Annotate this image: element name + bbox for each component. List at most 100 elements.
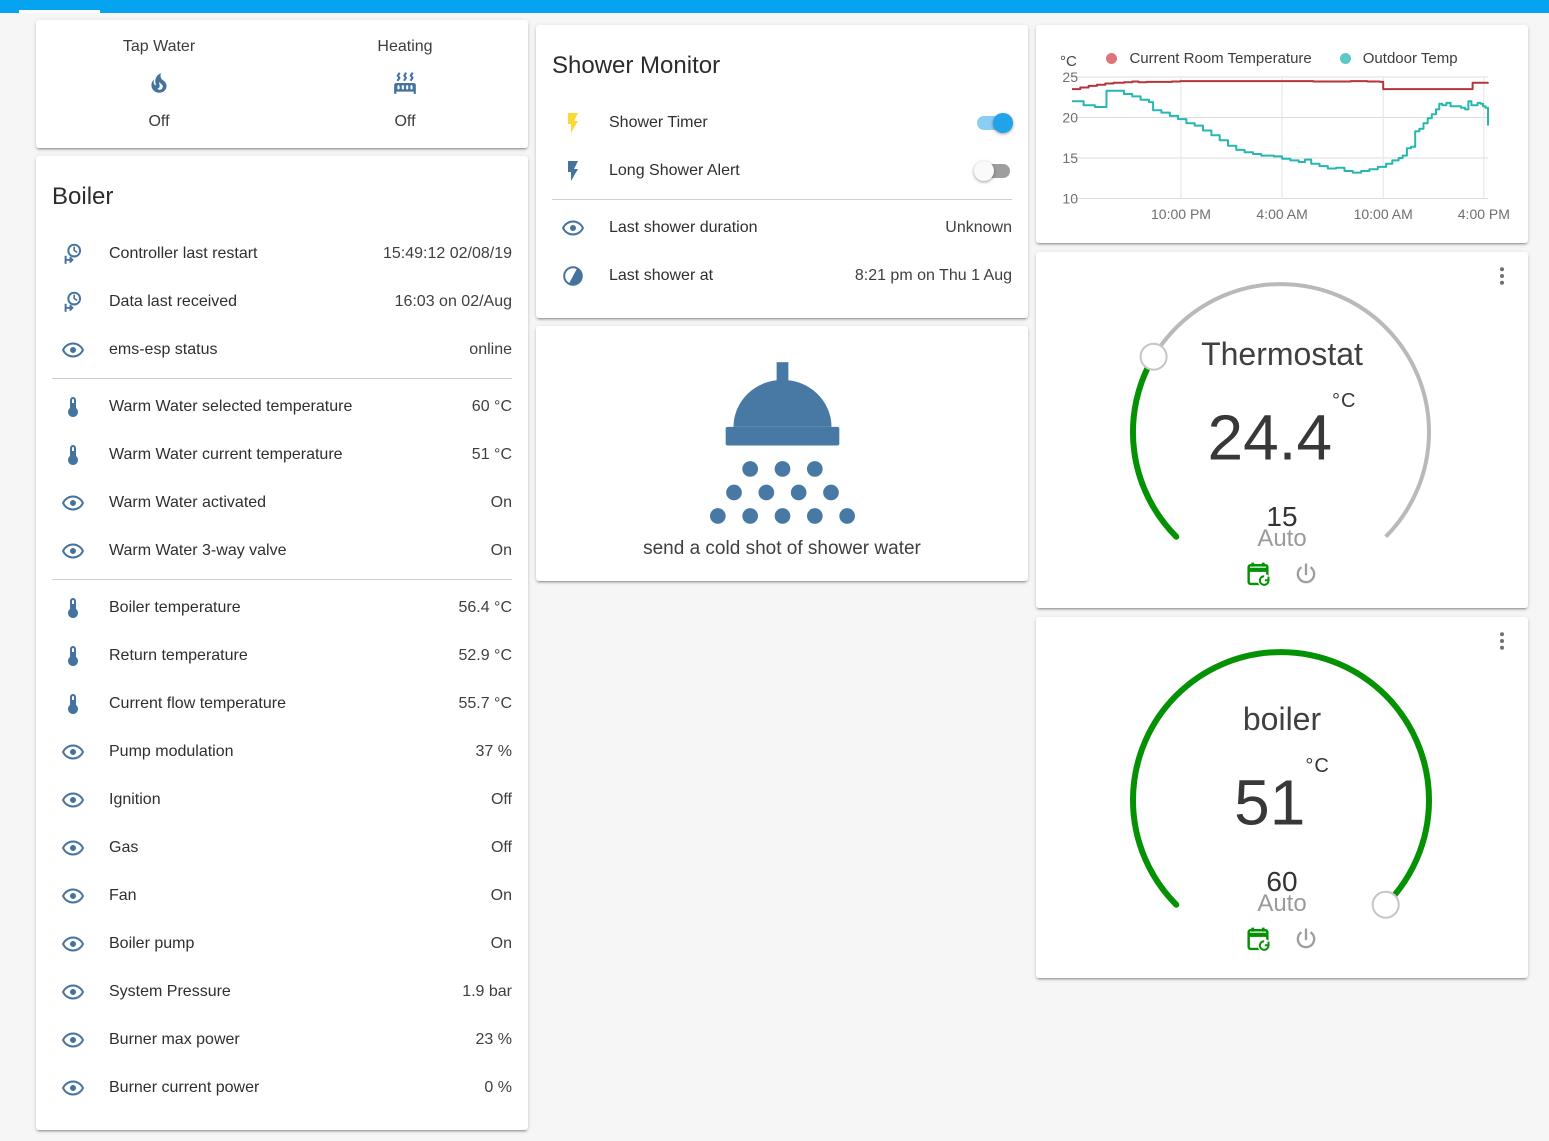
toggle-switch[interactable]	[975, 113, 1013, 133]
entity-label: Return temperature	[109, 647, 248, 664]
entity-value: 56.4 °C	[458, 599, 512, 616]
eye-icon	[61, 932, 85, 956]
gauge-actions	[1036, 925, 1528, 953]
entity-row[interactable]: System Pressure 1.9 bar	[36, 968, 528, 1016]
thermometer-icon	[61, 692, 85, 716]
history-line-chart: 25 20 15 10 10:00 PM 4:00 AM 10:00 AM 4:00 PM	[1062, 69, 1510, 222]
divider	[52, 378, 512, 379]
entity-label: Warm Water selected temperature	[109, 398, 353, 415]
entity-label: Warm Water current temperature	[109, 446, 343, 463]
eye-icon	[61, 884, 85, 908]
entity-row[interactable]: Burner current power 0 %	[36, 1064, 528, 1112]
entity-label: Burner current power	[109, 1079, 260, 1096]
entity-value: Off	[490, 839, 512, 856]
entity-row[interactable]: Controller last restart 15:49:12 02/08/19	[36, 230, 528, 278]
gauge-current-temperature: 51°C	[1234, 755, 1330, 839]
entity-row[interactable]: Warm Water 3-way valve On	[36, 527, 528, 575]
dots-vertical-icon[interactable]	[1490, 264, 1514, 288]
entity-label: Shower Timer	[609, 114, 708, 131]
svg-text:20: 20	[1062, 110, 1078, 126]
legend-item[interactable]: Current Room Temperature	[1106, 50, 1312, 67]
thermometer-icon	[61, 644, 85, 668]
entity-row[interactable]: Data last received 16:03 on 02/Aug	[36, 278, 528, 326]
entity-row[interactable]: Last shower duration Unknown	[536, 204, 1028, 252]
shower-action-caption: send a cold shot of shower water	[643, 538, 921, 559]
dashboard-column-left: Tap Water Off Heating Off Boiler Control…	[36, 20, 528, 1130]
eye-icon	[61, 788, 85, 812]
entity-value: 52.9 °C	[458, 647, 512, 664]
svg-text:15: 15	[1062, 150, 1078, 166]
entity-label: Ignition	[109, 791, 161, 808]
chart-y-axis-unit: °C	[1060, 53, 1077, 70]
glance-label: Heating	[377, 37, 433, 55]
calendar-sync-icon[interactable]	[1244, 560, 1272, 588]
entity-row[interactable]: Burner max power 23 %	[36, 1016, 528, 1064]
entity-row[interactable]: Current flow temperature 55.7 °C	[36, 680, 528, 728]
entity-value: 8:21 pm on Thu 1 Aug	[854, 267, 1012, 284]
power-icon[interactable]	[1292, 560, 1320, 588]
entity-value: On	[490, 542, 512, 559]
entity-row[interactable]: Warm Water selected temperature 60 °C	[36, 383, 528, 431]
shower-action-card[interactable]: send a cold shot of shower water	[536, 326, 1028, 581]
entity-row[interactable]: Fan On	[36, 872, 528, 920]
divider	[52, 579, 512, 580]
entity-value: On	[490, 935, 512, 952]
entity-value: 23 %	[475, 1031, 512, 1048]
entity-label: Warm Water activated	[109, 494, 267, 511]
gauge-mode: Auto	[1257, 890, 1307, 917]
entity-row[interactable]: Last shower at 8:21 pm on Thu 1 Aug	[536, 252, 1028, 300]
toggle-switch[interactable]	[974, 161, 1012, 181]
entity-label: Boiler temperature	[109, 599, 241, 616]
thermostat-card: Thermostat 24.4°C 15 Auto	[1036, 252, 1528, 608]
eye-icon	[61, 1028, 85, 1052]
boiler-dial[interactable]	[1036, 617, 1528, 978]
entity-value: Off	[490, 791, 512, 808]
calendar-sync-icon[interactable]	[1244, 925, 1272, 953]
entity-row[interactable]: Shower Timer	[536, 99, 1028, 147]
thermometer-icon	[61, 443, 85, 467]
legend-item[interactable]: Outdoor Temp	[1339, 50, 1458, 67]
thermostat-dial[interactable]	[1036, 252, 1528, 608]
power-icon[interactable]	[1292, 925, 1320, 953]
clock-start-icon	[61, 242, 85, 266]
svg-text:4:00 PM: 4:00 PM	[1458, 206, 1510, 222]
svg-text:25: 25	[1062, 69, 1078, 85]
dashboard-column-right: °C Current Room Temperature Outdoor Temp…	[1036, 25, 1528, 978]
glance-item-heating[interactable]: Heating Off	[282, 38, 528, 131]
entity-label: System Pressure	[109, 983, 231, 1000]
card-title: Shower Monitor	[552, 52, 721, 79]
entity-row[interactable]: Ignition Off	[36, 776, 528, 824]
entity-row[interactable]: Return temperature 52.9 °C	[36, 632, 528, 680]
card-title: Boiler	[52, 183, 114, 210]
gauge-mode: Auto	[1257, 525, 1307, 552]
entity-label: Long Shower Alert	[609, 162, 740, 179]
entity-value: 15:49:12 02/08/19	[382, 245, 512, 262]
entity-row[interactable]: ems-esp status online	[36, 326, 528, 374]
gauge-actions	[1036, 560, 1528, 588]
boiler-gauge-card: boiler 51°C 60 Auto	[1036, 617, 1528, 978]
entity-row[interactable]: Warm Water current temperature 51 °C	[36, 431, 528, 479]
boiler-entities-card: Boiler Controller last restart 15:49:12 0…	[36, 156, 528, 1130]
entity-row[interactable]: Boiler pump On	[36, 920, 528, 968]
entity-value: 55.7 °C	[458, 695, 512, 712]
entity-row[interactable]: Warm Water activated On	[36, 479, 528, 527]
dots-vertical-icon[interactable]	[1490, 629, 1514, 653]
gauge-title: boiler	[1242, 701, 1322, 737]
entity-row[interactable]: Long Shower Alert	[536, 147, 1028, 195]
entity-row[interactable]: Gas Off	[36, 824, 528, 872]
entity-label: Gas	[109, 839, 139, 856]
gauge-unit: °C	[1305, 755, 1330, 777]
chart-legend: Current Room Temperature Outdoor Temp	[1036, 47, 1528, 69]
glance-card: Tap Water Off Heating Off	[36, 20, 528, 148]
flash-icon	[561, 159, 585, 183]
entity-value: On	[490, 887, 512, 904]
entity-row[interactable]: Pump modulation 37 %	[36, 728, 528, 776]
entity-row[interactable]: Boiler temperature 56.4 °C	[36, 584, 528, 632]
legend-dot	[1339, 52, 1351, 64]
shower-monitor-card: Shower Monitor Shower Timer Long Shower …	[536, 25, 1028, 318]
glance-item-tap-water[interactable]: Tap Water Off	[36, 38, 282, 131]
entity-label: Current flow temperature	[109, 695, 286, 712]
entity-value: 0 %	[484, 1079, 512, 1096]
svg-text:4:00 AM: 4:00 AM	[1256, 206, 1307, 222]
radiator-icon	[392, 71, 418, 100]
